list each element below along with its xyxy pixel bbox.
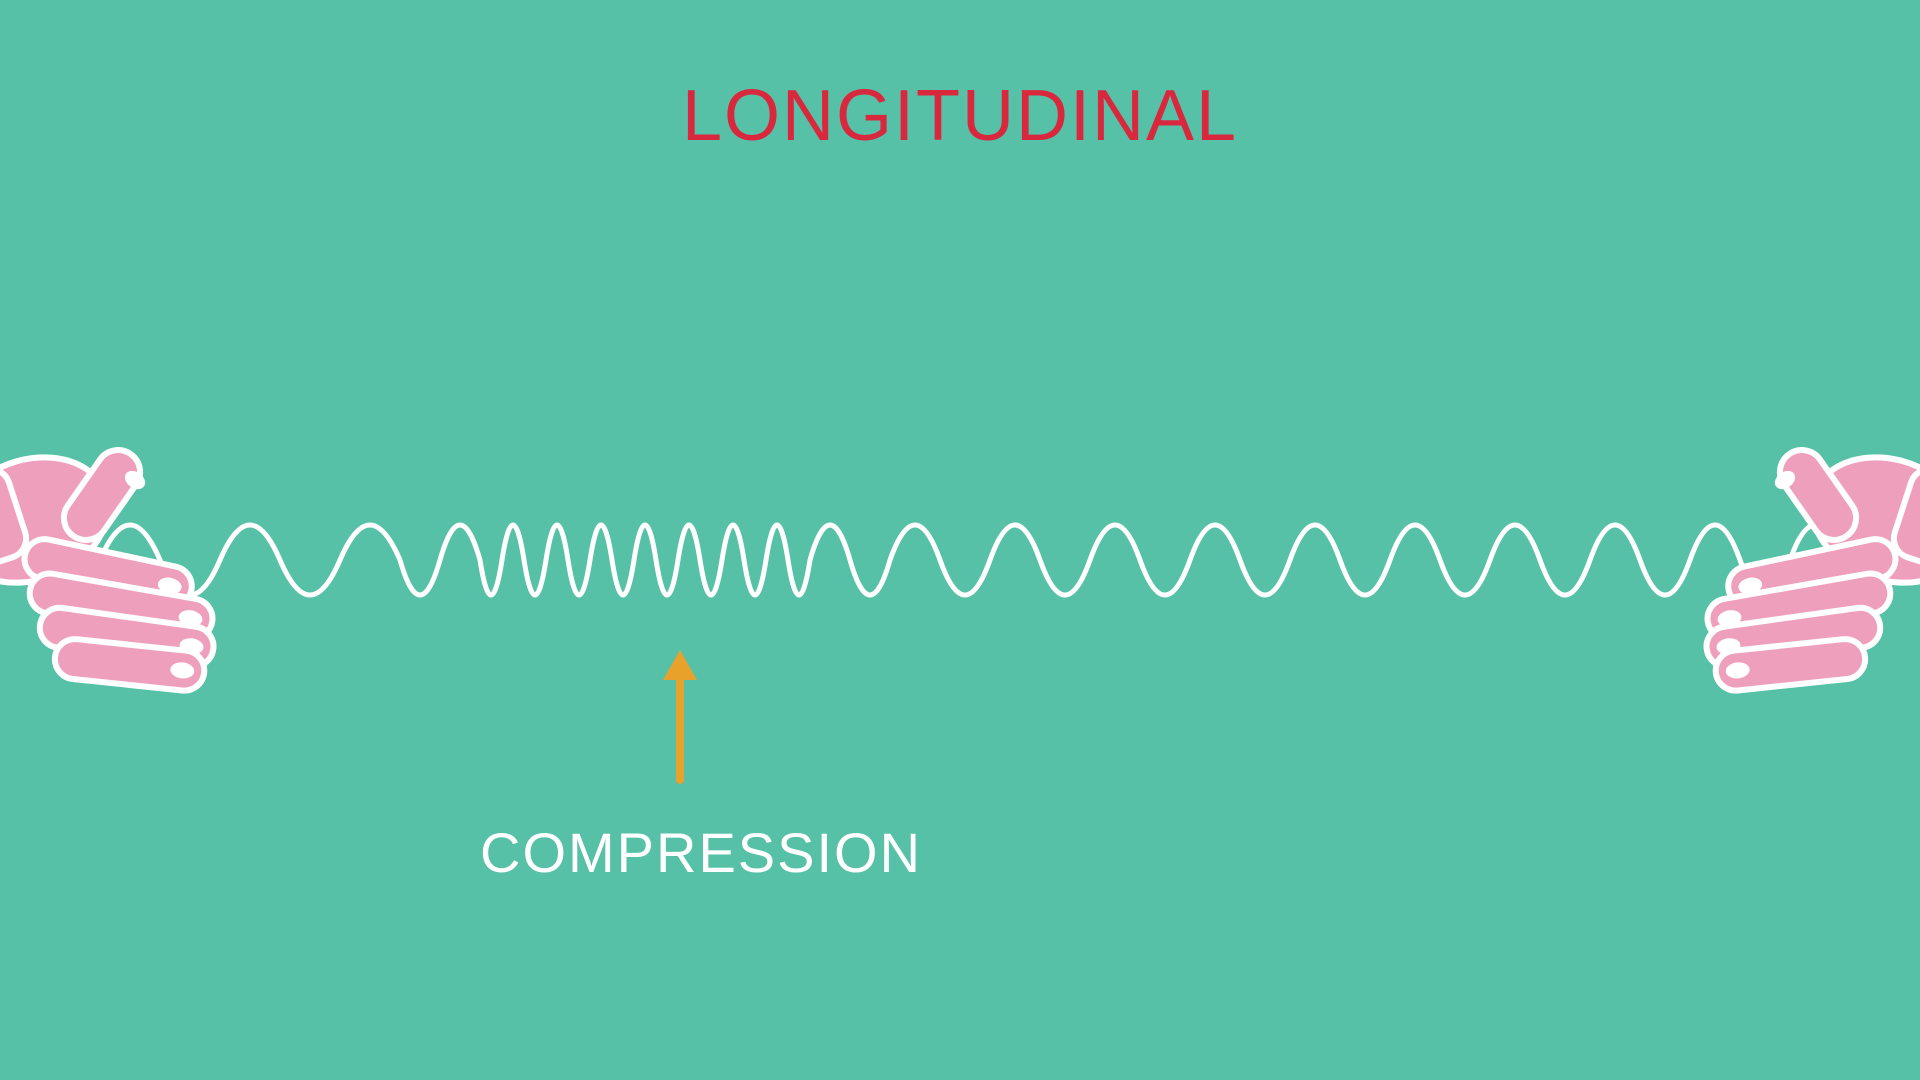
spring-wave	[100, 525, 1840, 595]
title-text: LONGITUDINAL	[0, 75, 1920, 157]
arrow-head-icon	[663, 650, 697, 680]
compression-label: COMPRESSION	[480, 820, 922, 885]
hand-left	[0, 436, 216, 692]
hand-right	[1704, 436, 1920, 692]
diagram-canvas	[0, 0, 1920, 1080]
